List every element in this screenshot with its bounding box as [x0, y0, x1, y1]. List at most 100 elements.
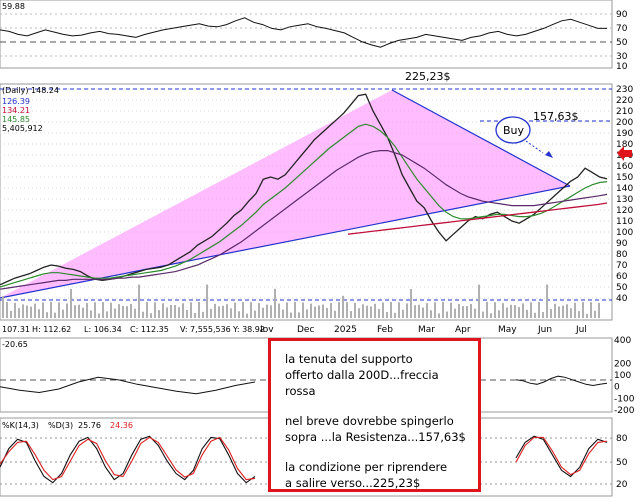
- volume-bar: [550, 309, 552, 318]
- volume-bar: [122, 305, 124, 318]
- volume-bar: [398, 302, 400, 318]
- volume-bar: [22, 304, 24, 318]
- ohlc-value: 107.31: [2, 325, 30, 334]
- volume-bar: [570, 308, 572, 318]
- volume-bar: [262, 307, 264, 318]
- volume-bar: [518, 307, 520, 318]
- x-axis-label: Mar: [418, 325, 435, 335]
- volume-bar: [218, 306, 220, 318]
- volume-bar: [374, 303, 376, 318]
- volume-bar: [70, 288, 72, 318]
- volume-bar: [278, 303, 280, 318]
- volume-bar: [510, 304, 512, 318]
- volume-bar: [258, 303, 260, 318]
- volume-bar: [38, 309, 40, 318]
- volume-bar: [118, 304, 120, 318]
- volume-bar: [554, 303, 556, 318]
- buy-bubble: [495, 116, 531, 144]
- volume-bar: [298, 312, 300, 318]
- volume-bar: [142, 311, 144, 318]
- volume-bar: [162, 303, 164, 318]
- price-tick-label: 110: [616, 217, 633, 227]
- volume-bar: [134, 308, 136, 318]
- stoch-y-ticks: 80 50 20: [616, 434, 628, 490]
- price-tick-label: 220: [616, 96, 633, 106]
- volume-bar: [290, 312, 292, 318]
- volume-bar: [442, 302, 444, 318]
- volume-bar: [470, 304, 472, 318]
- volume-bar: [378, 309, 380, 318]
- volume-bar: [26, 305, 28, 318]
- volume-bar: [410, 289, 412, 318]
- volume-bar: [166, 307, 168, 318]
- price-series: [0, 93, 608, 290]
- volume-bar: [66, 303, 68, 318]
- volume-bar: [362, 304, 364, 318]
- volume-bar: [414, 305, 416, 318]
- macd-tick-label: 100: [614, 371, 631, 381]
- macd-tick-label: 0: [614, 383, 620, 393]
- volume-bar: [210, 308, 212, 318]
- volume-bar: [574, 302, 576, 318]
- volume-bar: [486, 302, 488, 318]
- price-tick-label: 140: [616, 184, 633, 194]
- commentary-box: la tenuta del supporto offerto dalla 200…: [268, 338, 481, 492]
- price-tick-label: 40: [616, 294, 628, 304]
- volume-bar: [222, 305, 224, 318]
- volume-bar: [474, 308, 476, 318]
- volume-bar: [158, 310, 160, 318]
- note-line: offerto dalla 200D...freccia rossa: [285, 368, 439, 398]
- volume-bar: [406, 303, 408, 318]
- volume-bar: [586, 313, 588, 318]
- volume-bar: [458, 304, 460, 318]
- x-axis-label: Feb: [377, 325, 393, 335]
- price-tick-label: 90: [616, 239, 628, 249]
- volume-bar: [286, 302, 288, 318]
- price-line: [0, 93, 608, 286]
- volume-bar: [306, 309, 308, 318]
- x-axis-label: Dec: [297, 325, 314, 335]
- volume-bar: [530, 302, 532, 318]
- volume-bar: [94, 302, 96, 318]
- volume-bar: [482, 311, 484, 318]
- price-tick-label: 60: [616, 272, 628, 282]
- volume-bar: [34, 303, 36, 318]
- ma-mid-line: [0, 150, 608, 290]
- volume-bar: [98, 313, 100, 318]
- volume-bar: [130, 303, 132, 318]
- x-axis-label: Jul: [575, 325, 587, 335]
- volume-bar: [358, 308, 360, 318]
- volume-bar: [542, 312, 544, 318]
- triangle-fill: [0, 90, 570, 298]
- volume-bar: [514, 305, 516, 318]
- stoch-k-value: 25.76: [78, 421, 101, 430]
- macd-tick-label: 200: [614, 359, 631, 369]
- resistance-trendline: [391, 89, 571, 187]
- macd-title: -20.65: [2, 340, 28, 349]
- volume-bar: [566, 304, 568, 318]
- volume-bar: [46, 312, 48, 318]
- volume-bar: [438, 313, 440, 318]
- volume-bar: [270, 305, 272, 318]
- legend-ma-3: 145.85: [2, 115, 30, 124]
- volume-bar: [338, 302, 340, 318]
- volume-bar: [106, 311, 108, 318]
- macd-tick-label: -200: [614, 406, 635, 416]
- macd-line-left: [0, 376, 256, 395]
- volume-bar: [314, 306, 316, 318]
- note-line: la tenuta del supporto: [285, 352, 413, 366]
- volume-bar: [190, 302, 192, 318]
- volume-bar: [18, 308, 20, 318]
- legend-volume: 5,405,912: [2, 124, 43, 133]
- note-line: la condizione per riprendere: [285, 460, 448, 474]
- x-axis-label: Nov: [256, 325, 274, 335]
- volume-bar: [382, 302, 384, 318]
- volume-bar: [346, 302, 348, 318]
- volume-bar: [246, 313, 248, 318]
- volume-bar: [102, 302, 104, 318]
- rsi-tick-label: 50: [616, 38, 628, 48]
- macd-series: [0, 375, 608, 395]
- rsi-tick-label: 90: [616, 10, 628, 20]
- volume-bar: [294, 302, 296, 318]
